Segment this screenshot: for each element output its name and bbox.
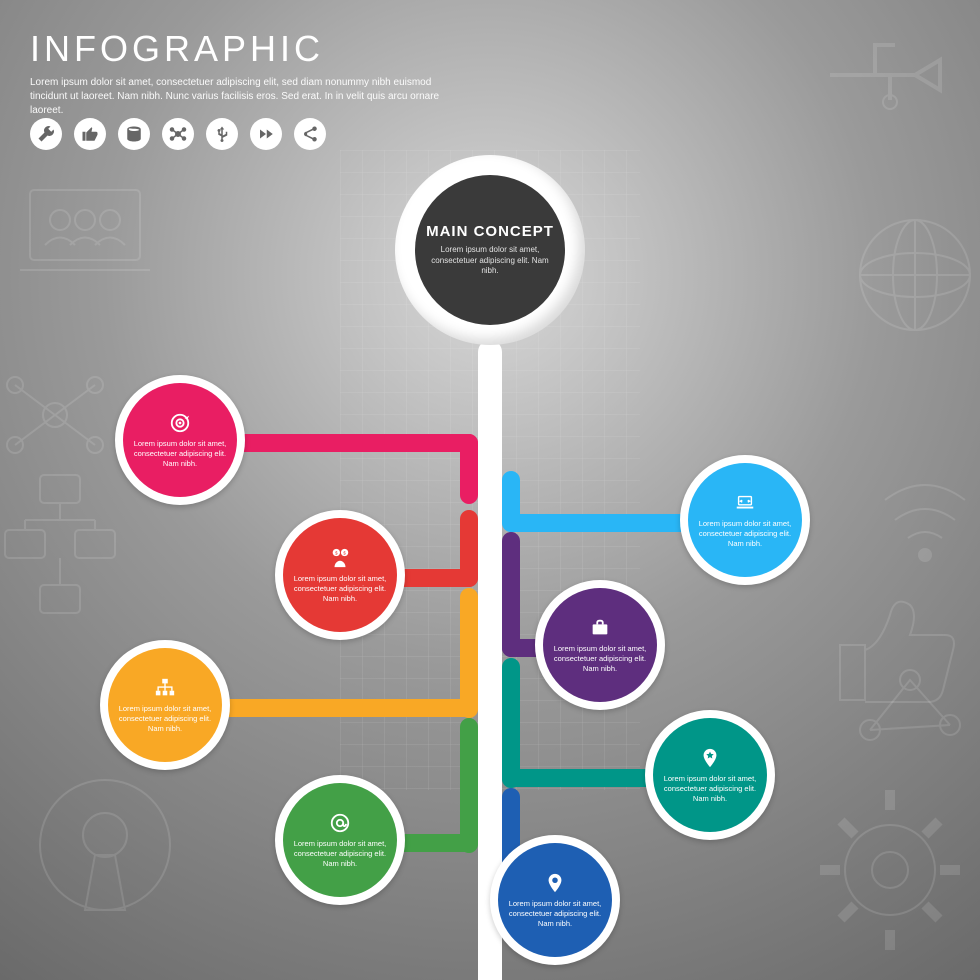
branch-node: Lorem ipsum dolor sit amet, consectetuer… <box>535 580 665 710</box>
main-concept-title: MAIN CONCEPT <box>426 224 554 241</box>
pin-star-icon <box>699 746 721 770</box>
branch-node: Lorem ipsum dolor sit amet, consectetuer… <box>100 640 230 770</box>
bg-globe-icon <box>850 210 980 340</box>
branch-node: Lorem ipsum dolor sit amet, consectetuer… <box>490 835 620 965</box>
branch-node-text: Lorem ipsum dolor sit amet, consectetuer… <box>551 644 649 673</box>
branch-node-inner: Lorem ipsum dolor sit amet, consectetuer… <box>653 718 767 832</box>
hierarchy-icon <box>154 676 176 700</box>
database-icon <box>118 118 150 150</box>
main-concept-inner: MAIN CONCEPT Lorem ipsum dolor sit amet,… <box>415 175 565 325</box>
page-subtitle: Lorem ipsum dolor sit amet, consectetuer… <box>30 76 470 118</box>
bg-share-network-icon <box>0 360 110 470</box>
money-hand-icon <box>329 546 351 570</box>
branch-node-text: Lorem ipsum dolor sit amet, consectetuer… <box>291 839 389 868</box>
briefcase-icon <box>589 616 611 640</box>
branch-node-text: Lorem ipsum dolor sit amet, consectetuer… <box>291 574 389 603</box>
bg-keyhole-icon <box>15 770 195 970</box>
branch-node-inner: Lorem ipsum dolor sit amet, consectetuer… <box>688 463 802 577</box>
header: INFOGRAPHIC Lorem ipsum dolor sit amet, … <box>30 28 470 118</box>
branch-node-text: Lorem ipsum dolor sit amet, consectetuer… <box>116 704 214 733</box>
target-icon <box>169 411 191 435</box>
pin-icon <box>544 871 566 895</box>
branch-elbow <box>460 718 478 853</box>
bg-usb-arrow-icon <box>820 30 960 120</box>
bg-laptop-people-icon <box>10 180 160 290</box>
bg-network-icon <box>850 660 970 750</box>
share-icon <box>294 118 326 150</box>
branch-node-text: Lorem ipsum dolor sit amet, consectetuer… <box>696 519 794 548</box>
main-concept-node: MAIN CONCEPT Lorem ipsum dolor sit amet,… <box>395 155 585 345</box>
bg-gear-icon <box>800 770 980 970</box>
branch-node: Lorem ipsum dolor sit amet, consectetuer… <box>645 710 775 840</box>
page-title: INFOGRAPHIC <box>30 28 470 70</box>
branch-node: Lorem ipsum dolor sit amet, consectetuer… <box>115 375 245 505</box>
branch-node-text: Lorem ipsum dolor sit amet, consectetuer… <box>131 439 229 468</box>
laptop-icon <box>734 491 756 515</box>
branch-node-inner: Lorem ipsum dolor sit amet, consectetuer… <box>283 518 397 632</box>
branch-node-text: Lorem ipsum dolor sit amet, consectetuer… <box>661 774 759 803</box>
branch-node: Lorem ipsum dolor sit amet, consectetuer… <box>275 510 405 640</box>
branch-node: Lorem ipsum dolor sit amet, consectetuer… <box>680 455 810 585</box>
branch-node: Lorem ipsum dolor sit amet, consectetuer… <box>275 775 405 905</box>
main-concept-text: Lorem ipsum dolor sit amet, consectetuer… <box>425 245 555 276</box>
bg-thumbsup-icon <box>830 590 960 710</box>
branch-node-inner: Lorem ipsum dolor sit amet, consectetuer… <box>283 783 397 897</box>
branch-node-inner: Lorem ipsum dolor sit amet, consectetuer… <box>123 383 237 497</box>
network-icon <box>162 118 194 150</box>
at-icon <box>329 811 351 835</box>
branch-node-text: Lorem ipsum dolor sit amet, consectetuer… <box>506 899 604 928</box>
forward-icon <box>250 118 282 150</box>
usb-icon <box>206 118 238 150</box>
branch-node-inner: Lorem ipsum dolor sit amet, consectetuer… <box>108 648 222 762</box>
bg-orgchart-icon <box>0 470 120 620</box>
bg-wifi-icon <box>870 470 980 580</box>
branch-node-inner: Lorem ipsum dolor sit amet, consectetuer… <box>543 588 657 702</box>
header-icon-row <box>30 118 326 150</box>
thumbs-up-icon <box>74 118 106 150</box>
wrench-icon <box>30 118 62 150</box>
branch-node-inner: Lorem ipsum dolor sit amet, consectetuer… <box>498 843 612 957</box>
